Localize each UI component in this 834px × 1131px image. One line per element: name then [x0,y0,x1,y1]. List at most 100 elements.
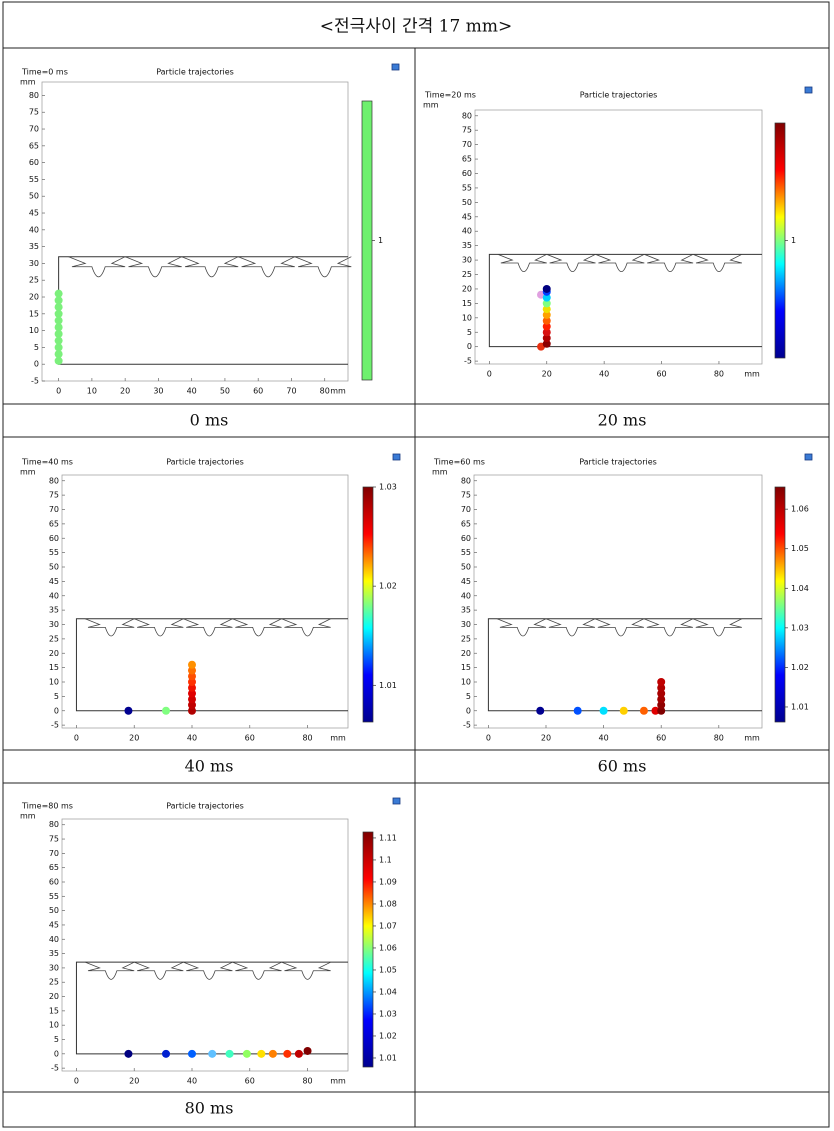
y-unit: mm [20,812,36,821]
y-tick-label: 20 [49,992,59,1001]
x-tick-label: 40 [187,1077,197,1086]
y-tick-label: 40 [461,591,471,600]
y-tick-label: 60 [49,878,59,887]
y-tick-label: 30 [49,620,59,629]
y-tick-label: 40 [49,935,59,944]
axes-box [61,474,349,729]
x-tick-label: 0 [74,734,79,743]
colorbar-tick-label: 1.02 [379,1031,397,1040]
y-tick-label: -5 [464,357,472,366]
y-tick-label: 10 [29,326,39,335]
particle [542,322,551,331]
caption: 80 ms [185,1099,234,1118]
plot-title: Particle trajectories [580,91,658,100]
y-tick-label: 70 [49,849,59,858]
y-tick-label: 50 [29,192,39,201]
x-tick-label: 20 [129,734,139,743]
particle [54,329,63,338]
y-tick-label: 0 [466,706,471,715]
particle [188,1049,196,1058]
x-tick-label: 30 [153,387,163,396]
y-tick-label: 45 [49,920,59,929]
x-tick-label: 80 [714,734,724,743]
y-tick-label: 25 [49,634,59,643]
particle [573,706,582,715]
y-tick-label: 70 [461,505,471,514]
particle [657,689,666,698]
y-tick-label: 0 [54,706,59,715]
colorbar [774,486,786,723]
electrodes [497,253,743,273]
particle [599,706,608,715]
y-tick-label: 55 [461,548,471,557]
y-tick-label: 15 [29,309,39,318]
x-unit: mm [744,734,760,743]
colorbar-tick-label: 1.01 [379,1053,397,1062]
axes-box [473,474,763,729]
x-unit: mm [330,1077,346,1086]
particle [188,672,196,681]
plot-title: Particle trajectories [156,68,234,77]
particle [188,695,196,704]
particle [188,678,196,686]
caption: 60 ms [598,757,647,776]
colorbar [774,122,786,359]
particle [162,706,170,715]
y-tick-label: 55 [49,892,59,901]
particle [54,316,63,325]
y-tick-label: 75 [49,835,59,844]
x-tick-label: 80 [714,370,724,379]
axes-box [61,818,349,1072]
particle [542,339,551,348]
colorbar-tick-label: 1.02 [379,582,397,591]
time-label: Time=80 ms [21,802,73,811]
particle [54,350,63,359]
y-tick-label: 45 [462,212,472,221]
colorbar-tick-label: 1.09 [379,877,397,886]
particle [188,683,196,692]
y-tick-label: 5 [54,692,59,701]
y-tick-label: 40 [462,227,472,236]
y-tick-label: 25 [462,270,472,279]
particle [188,666,196,675]
y-unit: mm [20,468,36,477]
channel-wall [487,618,762,712]
electrodes [84,618,331,637]
x-tick-label: 40 [599,734,609,743]
y-tick-label: 25 [29,276,39,285]
particle [188,660,196,669]
y-unit: mm [432,468,448,477]
colorbar-tick-label: 1 [378,236,383,245]
y-tick-label: 35 [49,949,59,958]
y-tick-label: 35 [461,606,471,615]
x-tick-label: 10 [87,387,97,396]
plot-panel: Time=20 ms Particle trajectoriesmm-505101… [423,86,813,379]
x-tick-label: 40 [187,387,197,396]
x-tick-label: 20 [120,387,130,396]
y-tick-label: 30 [461,620,471,629]
x-tick-label: 60 [656,370,666,379]
caption: 20 ms [598,411,647,430]
particle [242,1049,251,1058]
channel-wall [75,961,348,1055]
y-tick-label: 15 [462,299,472,308]
particle [294,1049,303,1058]
y-tick-label: 45 [49,577,59,586]
colorbar-tick-label: 1.08 [379,899,397,908]
y-tick-label: 45 [29,209,39,218]
x-unit: mm [330,387,346,396]
particle [542,328,551,337]
particle [268,1049,277,1058]
y-tick-label: 15 [461,663,471,672]
y-tick-label: 70 [29,125,39,134]
particle [257,1049,266,1058]
x-tick-label: 80 [302,734,312,743]
particle [542,305,551,314]
y-tick-label: 65 [49,519,59,528]
axes-box [41,81,349,382]
particle [162,1049,170,1058]
particle [619,706,628,715]
colorbar [362,831,374,1068]
y-tick-label: 70 [49,505,59,514]
